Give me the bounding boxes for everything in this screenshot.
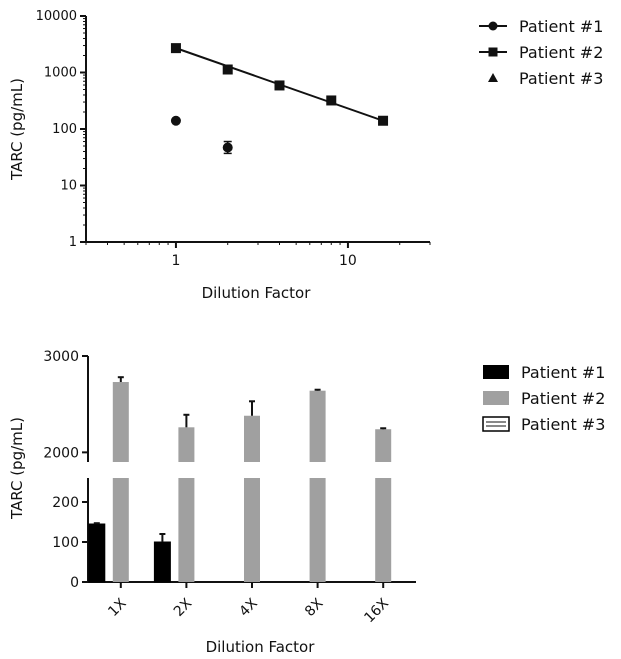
bar-marks — [88, 376, 392, 583]
x-tick-label: 10 — [339, 253, 357, 269]
legend-marker — [488, 21, 498, 31]
data-point — [326, 95, 337, 106]
bar — [244, 415, 260, 462]
y-tick-label: 100 — [52, 535, 79, 551]
x-tick-label: 1 — [171, 253, 180, 269]
data-point — [222, 142, 233, 153]
bar — [244, 478, 260, 582]
bar-ticks: 2000 3000 0 100 200 1X 2X 4X 8X 16X — [43, 349, 392, 626]
y-tick-label: 200 — [52, 495, 79, 511]
bar — [309, 390, 326, 462]
scatter-ticks: 1 10 100 1000 10000 1 10 — [36, 9, 431, 269]
x-tick-label: 4X — [236, 595, 261, 620]
y-tick-label: 1000 — [44, 66, 77, 81]
x-tick-label: 1X — [105, 595, 130, 620]
bar — [88, 523, 106, 583]
data-point — [274, 80, 285, 91]
bar — [178, 427, 195, 462]
legend-label: Patient #3 — [519, 69, 603, 88]
scatter-legend: Patient #1 Patient #2 Patient #3 — [479, 17, 603, 88]
y-tick-label: 10 — [60, 179, 77, 194]
bar — [153, 541, 171, 583]
legend-swatch — [482, 416, 510, 432]
data-point — [170, 115, 181, 126]
legend-label: Patient #1 — [521, 363, 605, 382]
scatter-y-axis-label: TARC (pg/mL) — [8, 78, 26, 181]
scatter-axes — [85, 16, 430, 243]
bar-legend: Patient #1 Patient #2 Patient #3 — [482, 363, 605, 434]
legend-marker — [488, 47, 498, 57]
y-tick-label: 1 — [69, 235, 77, 250]
legend-label: Patient #2 — [521, 389, 605, 408]
scatter-x-axis-label: Dilution Factor — [202, 284, 312, 302]
scatter-marks — [170, 43, 389, 155]
bar-x-axis-label: Dilution Factor — [206, 638, 316, 656]
x-tick-label: 2X — [171, 595, 196, 620]
bar-y-axis-label: TARC (pg/mL) — [8, 417, 26, 520]
legend-swatch — [483, 391, 509, 405]
bar — [309, 478, 326, 582]
legend-label: Patient #2 — [519, 43, 603, 62]
bar — [375, 429, 392, 462]
data-point — [378, 115, 389, 126]
bar — [178, 478, 195, 582]
y-tick-label: 3000 — [43, 349, 79, 365]
bar — [112, 382, 129, 462]
bar-chart: 2000 3000 0 100 200 1X 2X 4X 8X 16X Dilution Fact… — [8, 349, 605, 656]
legend-label: Patient #3 — [521, 415, 605, 434]
x-tick-label: 16X — [361, 595, 392, 626]
y-tick-label: 2000 — [43, 445, 79, 461]
scatter-chart: 1 10 100 1000 10000 1 10 Dilution Factor TARC … — [8, 9, 603, 302]
data-point — [222, 64, 233, 75]
legend-label: Patient #1 — [519, 17, 603, 36]
x-tick-label: 8X — [302, 595, 327, 620]
y-tick-label: 10000 — [36, 9, 77, 24]
bar — [375, 478, 392, 582]
bar — [112, 478, 129, 582]
legend-swatch — [483, 365, 509, 379]
y-tick-label: 100 — [52, 122, 77, 137]
legend-marker — [488, 73, 498, 82]
y-tick-label: 0 — [70, 575, 79, 591]
data-point — [170, 43, 181, 54]
